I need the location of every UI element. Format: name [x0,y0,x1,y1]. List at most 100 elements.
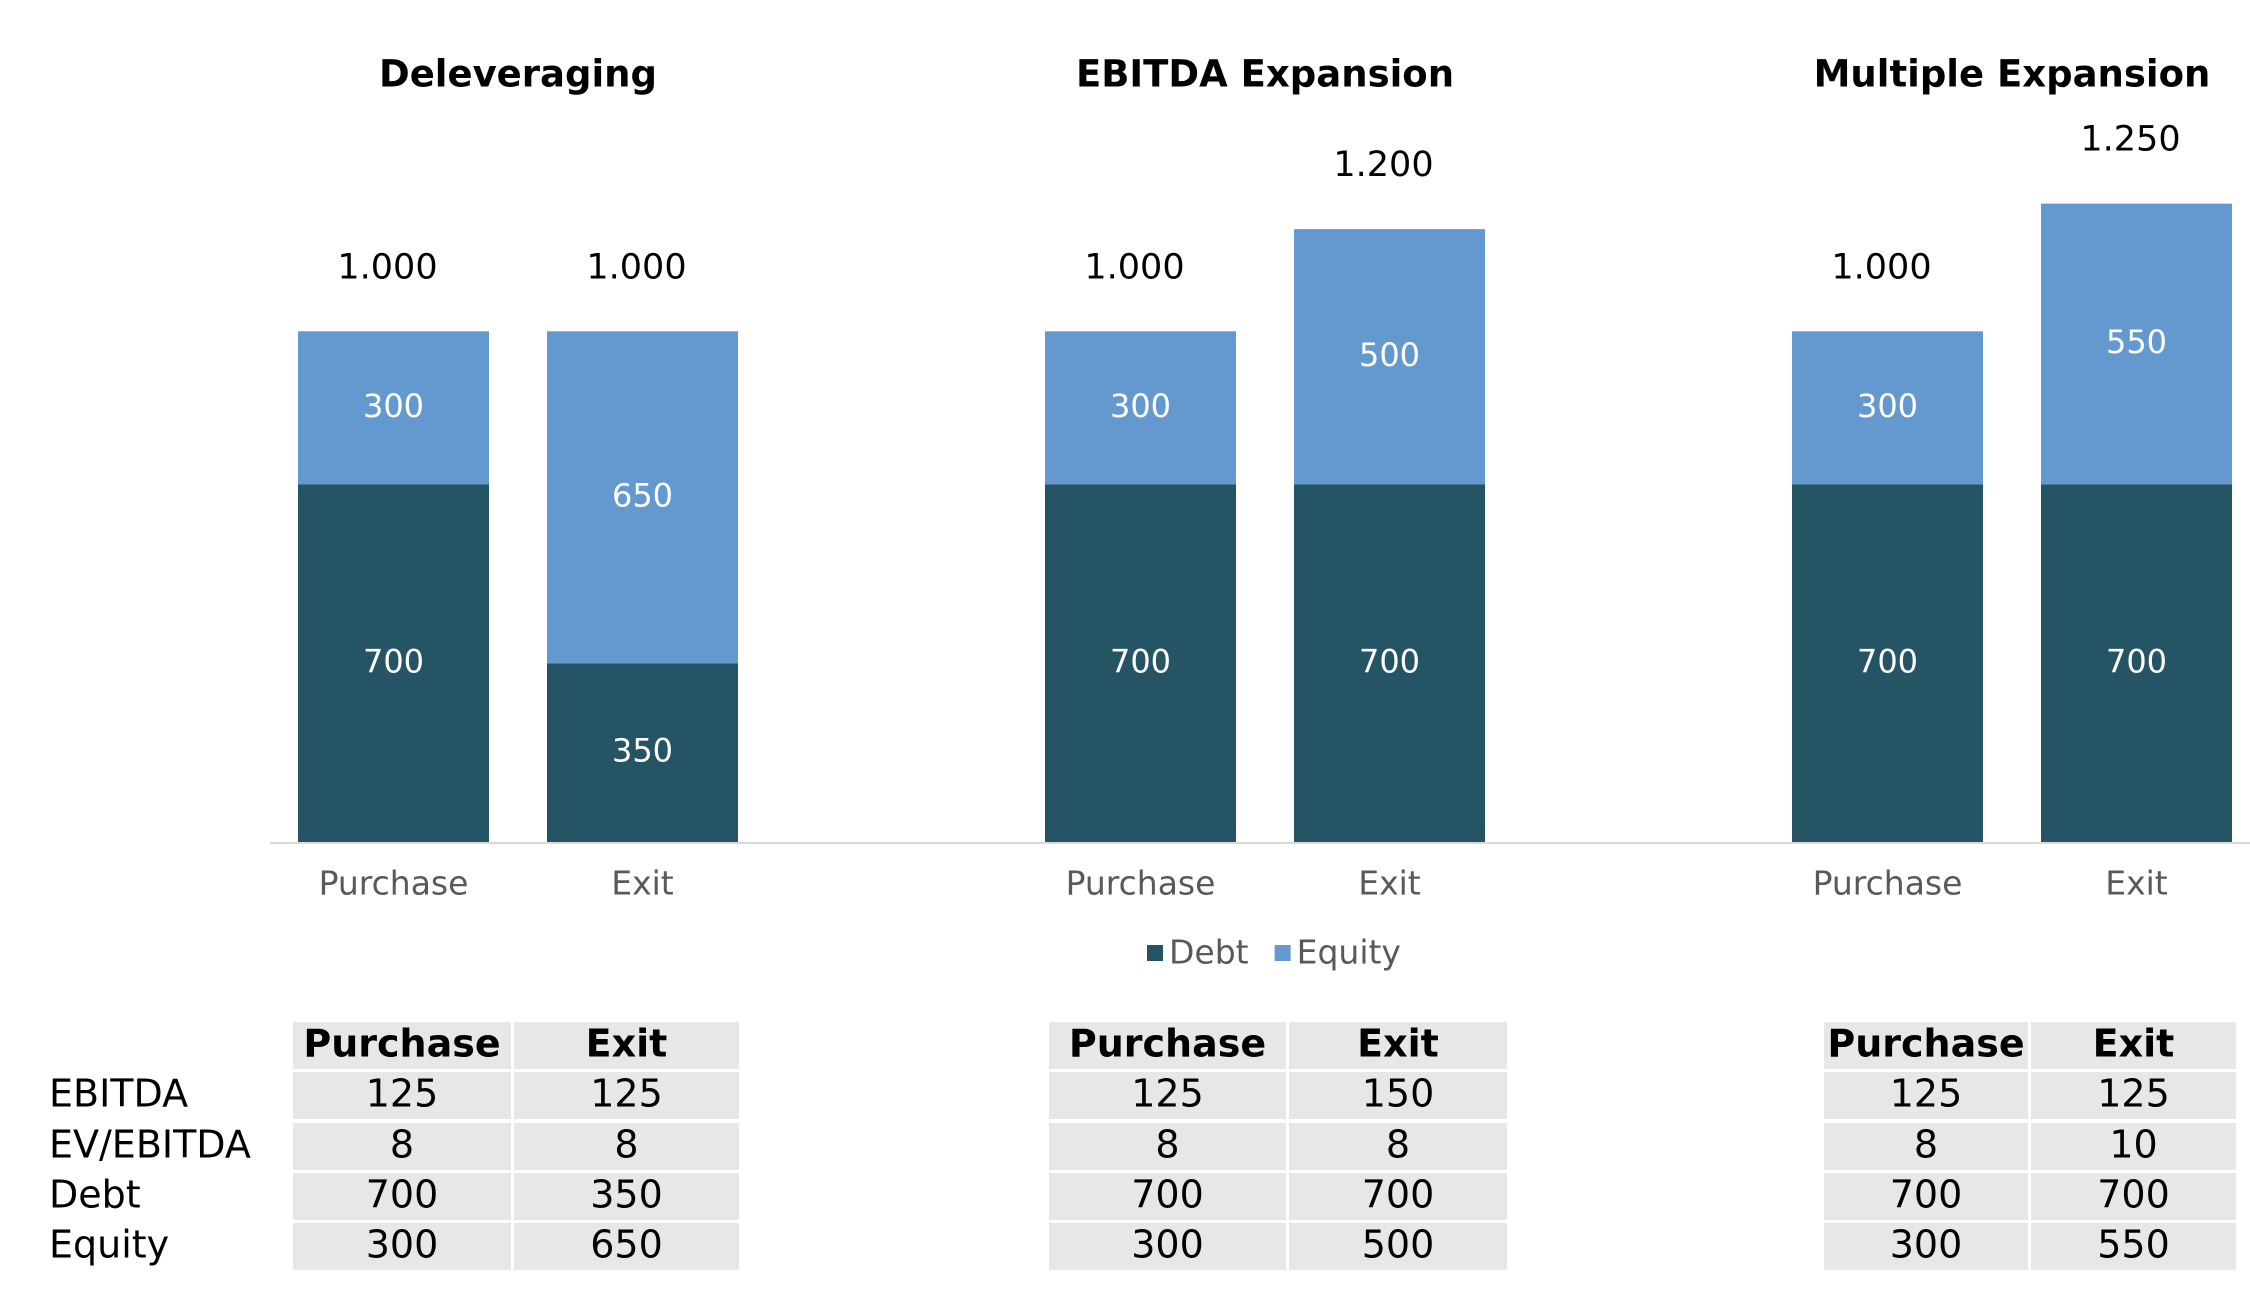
x-tick-label: Exit [611,864,674,903]
x-tick-label: Exit [1358,864,1421,903]
table-cell [293,1123,511,1170]
table-value: 10 [2109,1123,2157,1167]
table-value: 300 [1890,1223,1963,1267]
table-cell [514,1072,739,1119]
table-value: 650 [590,1223,663,1267]
bar-segment [1045,331,1236,485]
data-label: 700 [2106,642,2167,680]
bar-segment [1294,229,1485,485]
bar-segment [1045,484,1236,842]
table-value: 350 [590,1173,663,1217]
table-value: 8 [1155,1123,1179,1167]
table-value: 700 [1890,1173,1963,1217]
data-label: 700 [363,642,424,680]
table-cell [514,1173,739,1220]
table-cell [293,1022,511,1069]
group-title: Deleveraging [379,53,657,96]
table-cell [1049,1123,1286,1170]
table-value: 125 [590,1072,663,1116]
table-cell [1824,1123,2028,1170]
bar-segment [2041,484,2232,842]
bar-segment [298,484,489,842]
row-label: EBITDA [49,1072,188,1116]
table-cell [514,1223,739,1270]
table-header: Purchase [303,1022,500,1066]
legend-label: Debt [1169,933,1249,972]
table-cell [293,1072,511,1119]
table-value: 125 [1131,1072,1204,1116]
table-cell [293,1173,511,1220]
table-header: Purchase [1069,1022,1266,1066]
table-cell [1049,1072,1286,1119]
table-value: 8 [1386,1123,1410,1167]
table-header: Purchase [1827,1022,2024,1066]
table-cell [514,1022,739,1069]
table-cell [1289,1022,1507,1069]
table-value: 150 [1362,1072,1435,1116]
bar-segment [1792,331,1983,485]
x-tick-label: Purchase [1066,864,1216,903]
bar-segment [1294,484,1485,842]
table-cell [1824,1022,2028,1069]
x-tick-label: Purchase [1813,864,1963,903]
table-cell [1824,1223,2028,1270]
data-label: 300 [363,387,424,425]
total-label: 1.000 [1084,247,1184,287]
bar-segment [298,331,489,485]
table-value: 300 [1131,1223,1204,1267]
table-value: 700 [2097,1173,2170,1217]
table-value: 700 [366,1173,439,1217]
table-cell [1824,1072,2028,1119]
table-value: 700 [1131,1173,1204,1217]
row-label: Debt [49,1173,141,1217]
total-label: 1.250 [2080,120,2180,160]
table-value: 8 [1914,1123,1938,1167]
legend-label: Equity [1297,933,1401,972]
data-label: 700 [1110,642,1171,680]
table-cell [1289,1072,1507,1119]
table-value: 8 [614,1123,638,1167]
legend-swatch [1274,945,1291,961]
table-cell [1289,1123,1507,1170]
bar-segment [547,663,738,842]
table-header: Exit [1357,1022,1439,1066]
data-label: 300 [1110,387,1171,425]
group-title: EBITDA Expansion [1076,53,1454,96]
table-cell [2031,1173,2236,1220]
table-cell [2031,1022,2236,1069]
table-cell [293,1223,511,1270]
row-label: EV/EBITDA [49,1123,251,1167]
table-cell [1289,1173,1507,1220]
table-value: 125 [2097,1072,2170,1116]
table-cell [2031,1123,2236,1170]
total-label: 1.200 [1333,145,1433,185]
x-tick-label: Exit [2105,864,2168,903]
bar-segment [1792,484,1983,842]
table-cell [2031,1223,2236,1270]
table-header: Exit [2093,1022,2175,1066]
legend-swatch [1147,945,1163,961]
table-value: 8 [390,1123,414,1167]
table-value: 500 [1362,1223,1435,1267]
total-label: 1.000 [1831,247,1931,287]
table-cell [1049,1173,1286,1220]
data-label: 350 [612,732,673,770]
table-value: 550 [2097,1223,2170,1267]
table-cell [1289,1223,1507,1270]
x-tick-label: Purchase [319,864,469,903]
data-label: 550 [2106,323,2167,361]
table-cell [1824,1173,2028,1220]
bar-segment [2041,203,2232,485]
data-label: 700 [1359,642,1420,680]
table-header: Exit [586,1022,668,1066]
table-value: 125 [366,1072,439,1116]
table-cell [1049,1223,1286,1270]
row-label: Equity [49,1223,169,1267]
data-label: 300 [1857,387,1918,425]
table-cell [2031,1072,2236,1119]
total-label: 1.000 [586,247,686,287]
bar-segment [547,331,738,664]
data-label: 700 [1857,642,1918,680]
table-value: 125 [1890,1072,1963,1116]
